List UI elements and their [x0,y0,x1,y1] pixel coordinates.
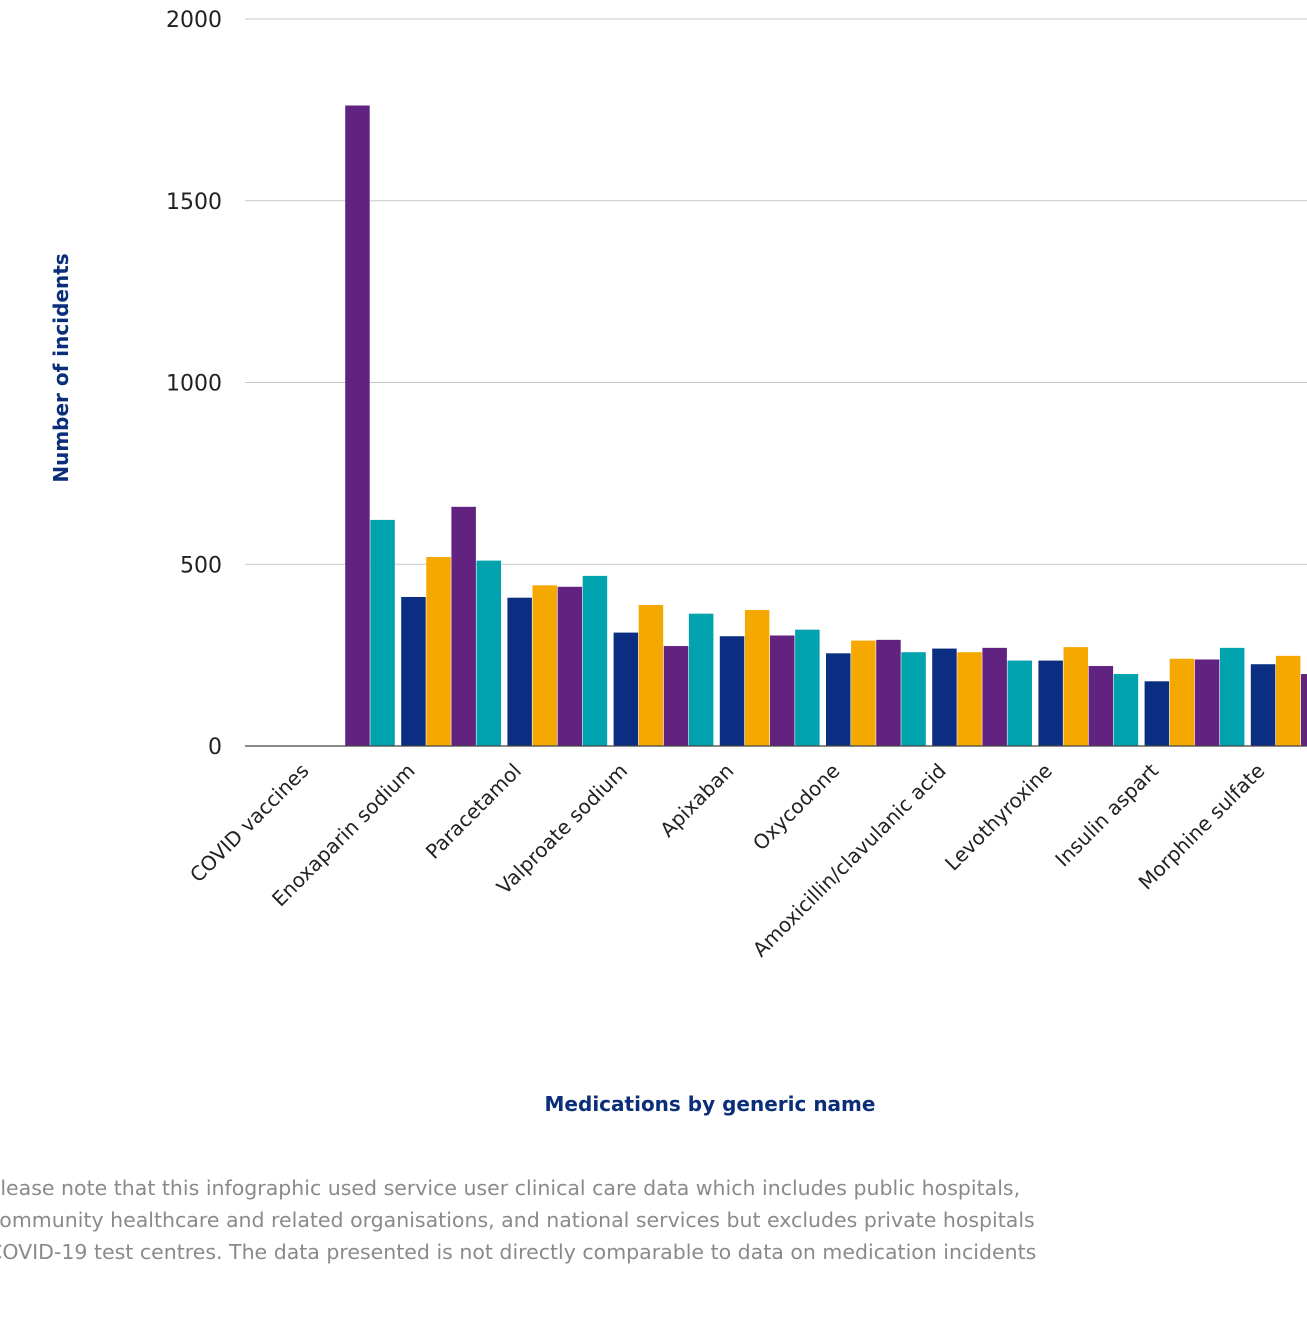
bar [770,635,795,746]
x-category-label: Paracetamol [421,759,526,864]
bar [582,575,608,746]
bar [1088,666,1114,746]
bar [719,636,745,746]
bar [1250,664,1276,746]
y-axis-title: Number of incidents [49,253,73,482]
bar [476,560,501,746]
bar [1007,660,1032,746]
bar [426,556,451,746]
y-tick-label: 0 [208,735,222,760]
bar [982,647,1007,746]
bar [901,652,926,746]
footnote-line: community healthcare and related organis… [0,1208,1035,1232]
x-category-label: Amoxicillin/clavulanic acid [748,759,951,962]
bar [507,597,532,746]
bar [1169,658,1195,746]
bar [401,596,426,746]
bar [826,653,851,746]
footnote-line: COVID-19 test centres. The data presente… [0,1240,1037,1264]
bars [345,105,1307,746]
bar [1301,674,1307,746]
bar-chart: 0 500 1000 1500 2000 COVID vaccinesEnoxapari… [49,8,1307,1116]
bar [932,648,957,746]
bar [851,640,876,746]
bar [370,519,395,746]
bar [1113,674,1139,746]
y-tick-label: 1500 [166,190,222,215]
bar [1144,681,1170,746]
bar [1063,647,1088,746]
y-tick-label: 2000 [166,8,222,33]
bar [532,585,557,746]
x-category-label: Oxycodone [748,759,845,856]
y-tick-label: 500 [180,553,222,578]
bar [1194,659,1220,746]
footnote: Please note that this infographic used s… [0,1172,1307,1268]
bar [1038,660,1063,746]
y-tick-label: 1000 [166,372,222,397]
bar [345,105,370,746]
bar [876,639,901,746]
bar [744,610,770,746]
bar [613,632,639,746]
y-axis-ticks: 0 500 1000 1500 2000 [166,8,222,760]
bar [795,629,820,746]
x-category-label: Levothyroxine [940,759,1057,876]
bar [451,506,476,746]
bar [688,613,714,746]
x-axis-title: Medications by generic name [545,1092,876,1116]
gridlines [245,18,1307,565]
bar [557,586,583,746]
bar [663,646,689,746]
bar [957,652,982,746]
bar [1219,647,1245,746]
footnote-line: Please note that this infographic used s… [0,1176,1021,1200]
x-category-label: Apixaban [655,759,738,842]
bar [1275,655,1301,746]
x-category-label: Insulin aspart [1050,758,1163,871]
bar [638,604,664,746]
